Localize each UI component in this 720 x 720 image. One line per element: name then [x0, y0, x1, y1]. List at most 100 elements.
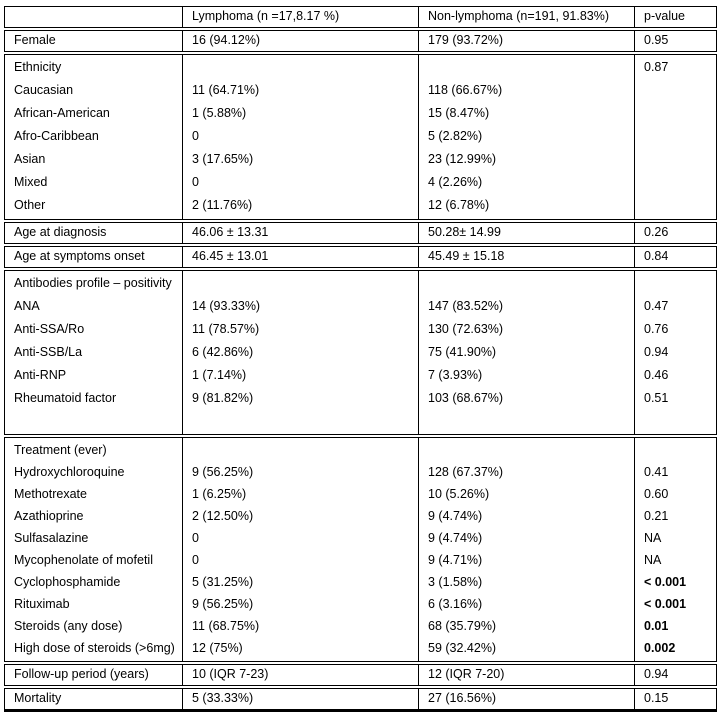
non-lymphoma-value: 50.28± 14.99 [428, 225, 501, 239]
non-lymphoma-value: 10 (5.26%) [428, 487, 490, 501]
p-value: 0.84 [644, 249, 669, 263]
lymphoma-value: 0 [192, 553, 199, 567]
lymphoma-value: 16 (94.12%) [192, 33, 261, 47]
non-lymphoma-value: 9 (4.74%) [428, 531, 483, 545]
p-value: 0.51 [644, 391, 669, 405]
non-lymphoma-value: 118 (66.67%) [428, 83, 503, 97]
lymphoma-value: 9 (56.25%) [192, 465, 254, 479]
lymphoma-value: 1 (6.25%) [192, 487, 247, 501]
row-label: Rheumatoid factor [14, 391, 117, 405]
row-label-column: Ethnicity Caucasian African-American Afro-C… [5, 55, 182, 219]
lymphoma-value: 9 (81.82%) [192, 391, 254, 405]
non-lymphoma-value: 128 (67.37%) [428, 465, 504, 479]
row-label: Treatment (ever) [14, 443, 107, 457]
lymphoma-value: 5 (31.25%) [192, 575, 254, 589]
non-lymphoma-value: 7 (3.93%) [428, 368, 483, 382]
lymphoma-value: 0 [192, 175, 199, 189]
p-value: 0.15 [644, 691, 669, 705]
header-p-value-cell: p-value [634, 7, 716, 27]
lymphoma-value: 11 (68.75%) [192, 619, 260, 633]
p-value [644, 125, 712, 148]
non-lymphoma-value: 68 (35.79%) [428, 619, 497, 633]
section-antibodies: Antibodies profile – positivity ANA Anti-S… [4, 270, 717, 435]
row-label: Antibodies profile – positivity [14, 276, 172, 290]
non-lymphoma-value: 45.49 ± 15.18 [428, 249, 505, 263]
p-value-column: 0.41 0.60 0.21 NA NA < 0.001 < 0.001 0.01 0.002 [634, 438, 716, 661]
section-treatment: Treatment (ever) Hydroxychloroquine Methot… [4, 437, 717, 662]
table-header-row: Lymphoma (n =17,8.17 %) Non-lymphoma (n=… [4, 6, 717, 28]
p-value: NA [644, 531, 662, 545]
row-label: Age at diagnosis [14, 225, 107, 239]
header-empty-cell [5, 7, 182, 27]
p-value-column: 0.87 [634, 55, 716, 219]
row-label-column: Antibodies profile – positivity ANA Anti-S… [5, 271, 182, 434]
non-lymphoma-value-column: 128 (67.37%) 10 (5.26%) 9 (4.74%) 9 (4.74%)… [418, 438, 634, 661]
p-value [644, 171, 712, 194]
non-lymphoma-value: 9 (4.74%) [428, 509, 483, 523]
row-label: High dose of steroids (>6mg) [14, 641, 175, 655]
row-label: African-American [14, 106, 110, 120]
section-mortality: Mortality 5 (33.33%) 27 (16.56%) 0.15 [4, 688, 717, 712]
row-label-column: Age at diagnosis [5, 223, 182, 243]
non-lymphoma-value-column: 50.28± 14.99 [418, 223, 634, 243]
lymphoma-value [192, 56, 414, 79]
p-value [644, 272, 712, 295]
lymphoma-value: 2 (11.76%) [192, 198, 253, 212]
p-value: 0.95 [644, 33, 669, 47]
row-label: ANA [14, 299, 40, 313]
p-value-column: 0.26 [634, 223, 716, 243]
non-lymphoma-value: 103 (68.67%) [428, 391, 504, 405]
p-value: 0.47 [644, 299, 669, 313]
non-lymphoma-value-column: 27 (16.56%) [418, 689, 634, 709]
non-lymphoma-value: 59 (32.42%) [428, 641, 497, 655]
p-value: 0.41 [644, 465, 669, 479]
section-follow-up-period: Follow-up period (years) 10 (IQR 7-23) 12 … [4, 664, 717, 686]
non-lymphoma-value-column: 118 (66.67%) 15 (8.47%) 5 (2.82%) 23 (12.99… [418, 55, 634, 219]
non-lymphoma-value: 4 (2.26%) [428, 175, 483, 189]
row-label: Afro-Caribbean [14, 129, 99, 143]
lymphoma-value: 5 (33.33%) [192, 691, 254, 705]
lymphoma-value-column: 46.06 ± 13.31 [182, 223, 418, 243]
row-label: Anti-RNP [14, 368, 67, 382]
non-lymphoma-value: 5 (2.82%) [428, 129, 483, 143]
row-label: Other [14, 198, 46, 212]
lymphoma-value-column: 10 (IQR 7-23) [182, 665, 418, 685]
row-label: Rituximab [14, 597, 70, 611]
p-value-column: 0.47 0.76 0.94 0.46 0.51 [634, 271, 716, 434]
p-value: 0.26 [644, 225, 669, 239]
non-lymphoma-value [428, 439, 630, 461]
section-ethnicity: Ethnicity Caucasian African-American Afro-C… [4, 54, 717, 220]
p-value-column: 0.94 [634, 665, 716, 685]
row-label: Female [14, 33, 56, 47]
non-lymphoma-value: 23 (12.99%) [428, 152, 497, 166]
p-value: 0.87 [644, 60, 669, 74]
section-age-at-symptoms-onset: Age at symptoms onset 46.45 ± 13.01 45.49 … [4, 246, 717, 268]
row-label: Follow-up period (years) [14, 667, 149, 681]
non-lymphoma-value [428, 272, 630, 295]
table-body: Female 16 (94.12%) 179 (93.72%) 0.95 Ethnici… [4, 30, 717, 712]
row-label: Age at symptoms onset [14, 249, 145, 263]
lymphoma-value-column: 5 (33.33%) [182, 689, 418, 709]
p-value: 0.002 [644, 641, 676, 655]
row-label-column: Follow-up period (years) [5, 665, 182, 685]
p-value: 0.21 [644, 509, 669, 523]
lymphoma-value: 11 (64.71%) [192, 83, 260, 97]
lymphoma-value: 1 (7.14%) [192, 368, 247, 382]
p-value: 0.46 [644, 368, 669, 382]
p-value-column: 0.95 [634, 31, 716, 51]
p-value: < 0.001 [644, 575, 687, 589]
row-label: Steroids (any dose) [14, 619, 123, 633]
row-label-column: Mortality [5, 689, 182, 709]
non-lymphoma-value [428, 56, 630, 79]
lymphoma-value: 46.45 ± 13.01 [192, 249, 269, 263]
p-value-column: 0.15 [634, 689, 716, 709]
header-p-value-label: p-value [644, 9, 685, 23]
p-value [644, 148, 712, 171]
lymphoma-value: 46.06 ± 13.31 [192, 225, 269, 239]
lymphoma-value: 14 (93.33%) [192, 299, 261, 313]
header-non-lymphoma-label: Non-lymphoma (n=191, 91.83%) [428, 9, 609, 23]
row-label: Methotrexate [14, 487, 87, 501]
lymphoma-value-column: 14 (93.33%) 11 (78.57%) 6 (42.86%) 1 (7.14%… [182, 271, 418, 434]
p-value: 0.76 [644, 322, 669, 336]
